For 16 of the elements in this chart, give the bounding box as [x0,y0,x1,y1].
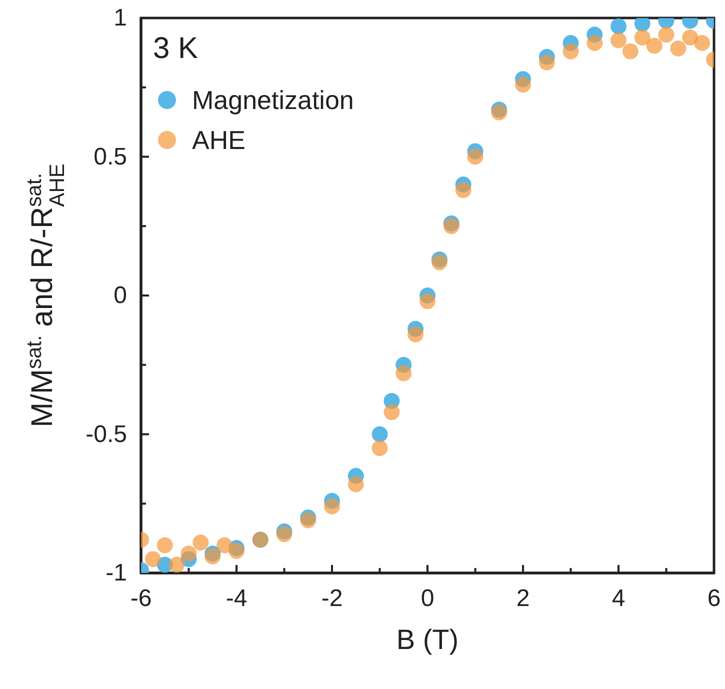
x-tick-label: -2 [321,585,343,612]
y-tick-label: 0 [114,282,127,310]
x-tick-label: 6 [707,585,721,612]
x-tick-label: 4 [612,585,626,612]
x-axis-title: B (T) [396,624,459,655]
x-tick-label: 2 [516,585,530,612]
x-tick-label: -6 [130,585,152,612]
y-tick-label: 1 [114,4,127,32]
x-tick-label: 0 [420,585,434,612]
annotation: 3 K [153,32,198,65]
y-tick-label: -0.5 [86,420,127,448]
y-tick-label: -1 [106,560,127,587]
legend-label: AHE [192,125,246,155]
x-tick-label: -4 [226,585,248,612]
legend-label: Magnetization [192,85,354,115]
y-tick-label: 0.5 [94,143,127,170]
